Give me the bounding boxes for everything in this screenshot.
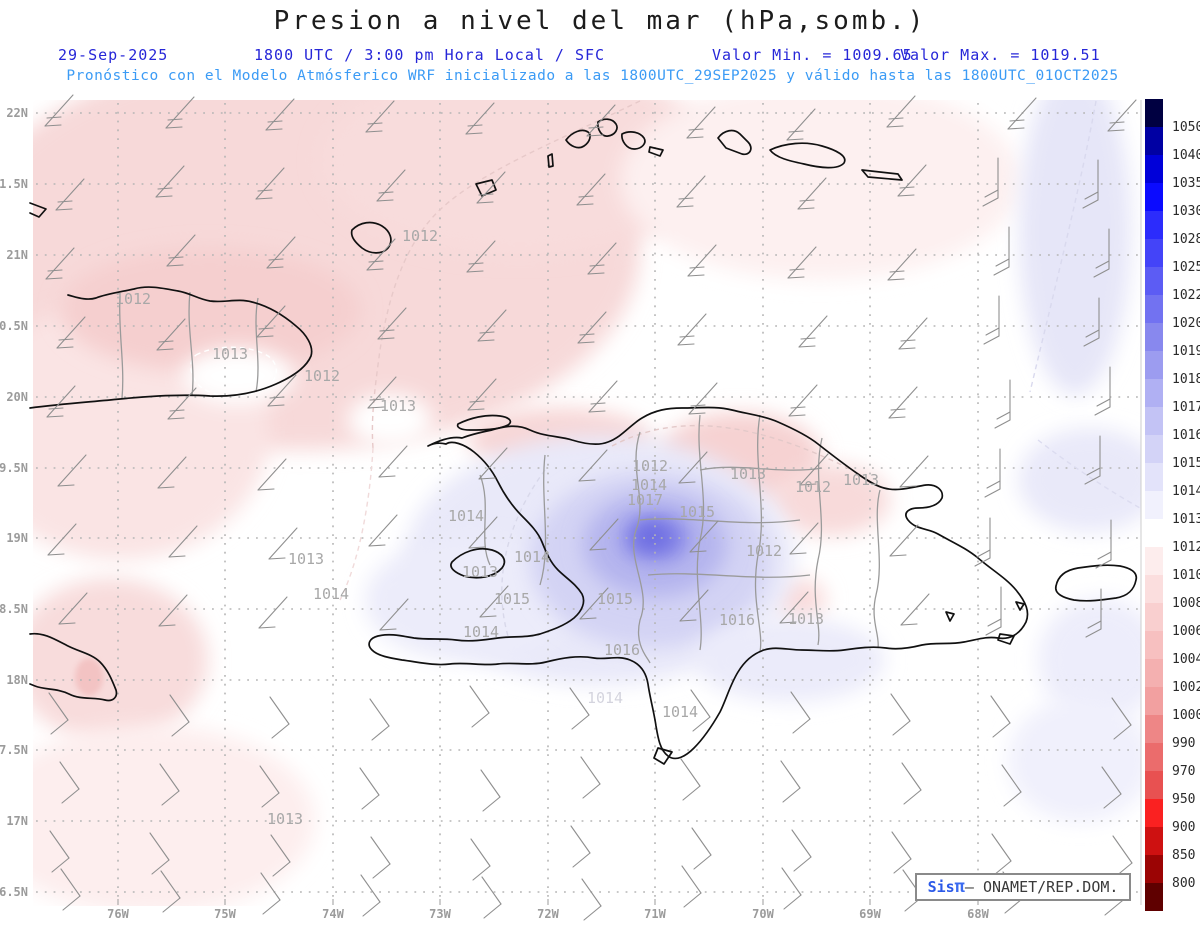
pressure-shading-layer <box>33 100 1141 906</box>
svg-text:800: 800 <box>1172 876 1195 891</box>
forecast-date: 29-Sep-2025 <box>58 46 169 64</box>
svg-text:7.5N: 7.5N <box>0 743 28 757</box>
svg-text:1014: 1014 <box>662 703 698 721</box>
svg-text:20N: 20N <box>6 390 28 404</box>
svg-text:1002: 1002 <box>1172 680 1200 695</box>
svg-text:1014: 1014 <box>587 689 623 707</box>
svg-text:71W: 71W <box>644 907 666 921</box>
svg-text:1030: 1030 <box>1172 204 1200 219</box>
page-title: Presion a nivel del mar (hPa,somb.) <box>273 6 927 36</box>
colorbar-scale: 1050 1040 1035 1030 1028 1025 1022 1020 1019 1018… <box>1145 99 1200 911</box>
svg-text:76W: 76W <box>107 907 129 921</box>
svg-text:21N: 21N <box>6 248 28 262</box>
valid-time: 1800 UTC / 3:00 pm Hora Local / SFC <box>254 46 606 64</box>
svg-text:1014: 1014 <box>463 623 499 641</box>
svg-text:1014: 1014 <box>448 507 484 525</box>
svg-text:1035: 1035 <box>1172 176 1200 191</box>
svg-text:68W: 68W <box>967 907 989 921</box>
svg-text:70W: 70W <box>752 907 774 921</box>
svg-text:1015: 1015 <box>1172 456 1200 471</box>
graticule-layer <box>36 100 1142 905</box>
svg-text:1013: 1013 <box>730 465 766 483</box>
svg-text:1010: 1010 <box>1172 568 1200 583</box>
model-init-line: Pronóstico con el Modelo Atmósferico WRF… <box>66 68 1119 84</box>
svg-text:1016: 1016 <box>1172 428 1200 443</box>
svg-text:1016: 1016 <box>719 611 755 629</box>
svg-text:1013: 1013 <box>288 550 324 568</box>
svg-text:950: 950 <box>1172 792 1195 807</box>
svg-text:75W: 75W <box>214 907 236 921</box>
svg-text:1040: 1040 <box>1172 148 1200 163</box>
svg-text:1012: 1012 <box>632 457 668 475</box>
branding-stamp: Sis π – ONAMET/REP.DOM. <box>915 873 1131 901</box>
svg-text:1015: 1015 <box>494 590 530 608</box>
svg-text:1012: 1012 <box>1172 540 1200 555</box>
svg-text:1000: 1000 <box>1172 708 1200 723</box>
value-max: Valor Max. = 1019.51 <box>900 46 1101 64</box>
isobar-labels-layer: 1012101310121013101210121014101710151013… <box>115 227 879 828</box>
svg-text:1013: 1013 <box>380 397 416 415</box>
colorbar: 1050 1040 1035 1030 1028 1025 1022 1020 1019 1018… <box>1145 99 1200 911</box>
sispi-logo-sis: Sis <box>927 878 955 896</box>
svg-text:1017: 1017 <box>627 491 663 509</box>
axis-labels-layer: 22N 1.5N 21N 0.5N 20N 9.5N 19N 8.5N 18N 7.5N 17N 6.… <box>0 106 990 921</box>
svg-text:8.5N: 8.5N <box>0 602 28 616</box>
svg-text:1013: 1013 <box>267 810 303 828</box>
sispi-logo-pi-icon: π <box>954 877 965 897</box>
svg-text:72W: 72W <box>537 907 559 921</box>
svg-text:73W: 73W <box>429 907 451 921</box>
svg-text:1012: 1012 <box>402 227 438 245</box>
svg-text:1013: 1013 <box>788 610 824 628</box>
admin-borders-layer <box>119 291 881 664</box>
svg-text:1014: 1014 <box>313 585 349 603</box>
svg-text:1012: 1012 <box>746 542 782 560</box>
svg-text:22N: 22N <box>6 106 28 120</box>
svg-text:850: 850 <box>1172 848 1195 863</box>
svg-text:69W: 69W <box>859 907 881 921</box>
svg-text:1012: 1012 <box>115 290 151 308</box>
svg-text:1014: 1014 <box>631 476 667 494</box>
svg-text:1020: 1020 <box>1172 316 1200 331</box>
svg-text:1008: 1008 <box>1172 596 1200 611</box>
svg-text:74W: 74W <box>322 907 344 921</box>
svg-text:1014: 1014 <box>514 548 550 566</box>
svg-text:1015: 1015 <box>597 590 633 608</box>
svg-text:18N: 18N <box>6 673 28 687</box>
svg-text:1013: 1013 <box>1172 512 1200 527</box>
svg-text:1016: 1016 <box>604 641 640 659</box>
svg-text:6.5N: 6.5N <box>0 885 28 899</box>
svg-text:1006: 1006 <box>1172 624 1200 639</box>
svg-text:19N: 19N <box>6 531 28 545</box>
svg-text:990: 990 <box>1172 736 1195 751</box>
svg-text:1050: 1050 <box>1172 120 1200 135</box>
svg-text:1018: 1018 <box>1172 372 1200 387</box>
svg-text:1017: 1017 <box>1172 400 1200 415</box>
wind-barbs-layer <box>44 94 1137 921</box>
svg-text:1012: 1012 <box>795 478 831 496</box>
svg-text:1015: 1015 <box>679 503 715 521</box>
coastlines-layer <box>29 118 1138 765</box>
value-min: Valor Min. = 1009.65 <box>712 46 913 64</box>
svg-text:1004: 1004 <box>1172 652 1200 667</box>
svg-text:1028: 1028 <box>1172 232 1200 247</box>
svg-text:1012: 1012 <box>304 367 340 385</box>
svg-text:1013: 1013 <box>462 563 498 581</box>
svg-text:1014: 1014 <box>1172 484 1200 499</box>
svg-text:17N: 17N <box>6 814 28 828</box>
svg-text:900: 900 <box>1172 820 1195 835</box>
svg-text:970: 970 <box>1172 764 1195 779</box>
svg-text:1013: 1013 <box>212 345 248 363</box>
svg-text:1019: 1019 <box>1172 344 1200 359</box>
stamp-text: – ONAMET/REP.DOM. <box>964 878 1119 896</box>
svg-text:1.5N: 1.5N <box>0 177 28 191</box>
svg-text:0.5N: 0.5N <box>0 319 28 333</box>
svg-text:1025: 1025 <box>1172 260 1200 275</box>
svg-text:1013: 1013 <box>843 471 879 489</box>
svg-text:1022: 1022 <box>1172 288 1200 303</box>
svg-text:9.5N: 9.5N <box>0 461 28 475</box>
